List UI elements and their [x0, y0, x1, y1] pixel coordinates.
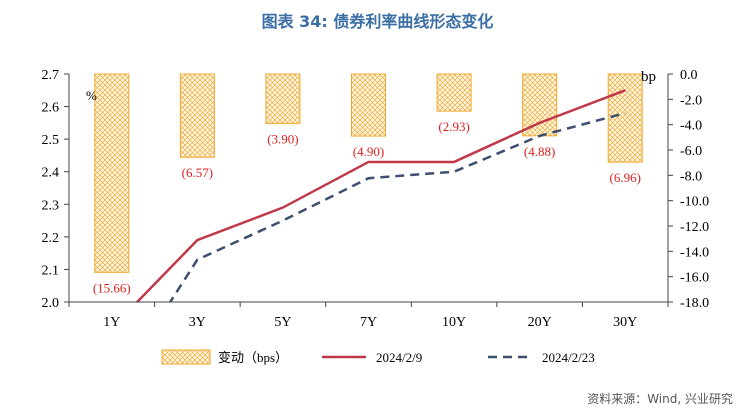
x-tick-label: 30Y	[613, 315, 637, 330]
bar-label-1Y: (15.66)	[93, 280, 131, 295]
bar-label-5Y: (3.90)	[267, 131, 298, 146]
bar-label-30Y: (6.96)	[610, 170, 641, 185]
right-tick-label: -10.0	[680, 195, 709, 210]
series-line-1	[168, 111, 626, 302]
x-tick-label: 3Y	[189, 315, 206, 330]
left-axis-unit: %	[86, 88, 97, 103]
right-tick-label: 0.0	[680, 68, 698, 83]
left-tick-label: 2.4	[42, 166, 60, 181]
left-tick-label: 2.3	[42, 198, 60, 213]
right-tick-label: -14.0	[680, 245, 709, 260]
source-note: 资料来源：Wind, 兴业研究	[587, 392, 733, 406]
right-tick-label: -2.0	[680, 93, 702, 108]
bar-3Y	[179, 73, 215, 158]
bar-label-10Y: (2.93)	[438, 119, 469, 134]
right-tick-label: -8.0	[680, 169, 702, 184]
left-tick-label: 2.2	[42, 231, 60, 246]
left-tick-label: 2.0	[42, 296, 60, 311]
right-tick-label: -16.0	[680, 271, 709, 286]
chart-title: 图表 34: 债券利率曲线形态变化	[261, 12, 494, 31]
left-tick-label: 2.5	[42, 133, 60, 148]
right-tick-label: -18.0	[680, 296, 709, 311]
bar-label-3Y: (6.57)	[182, 165, 213, 180]
series-line-0	[135, 89, 626, 302]
legend-bar-swatch	[161, 349, 211, 365]
x-tick-label: 1Y	[103, 315, 120, 330]
legend-label-1: 2024/2/23	[542, 350, 595, 365]
left-tick-label: 2.6	[42, 101, 60, 116]
bar-5Y	[265, 73, 301, 124]
left-tick-label: 2.1	[42, 263, 60, 278]
x-tick-label: 10Y	[442, 315, 466, 330]
bar-10Y	[436, 73, 472, 112]
bar-label-20Y: (4.88)	[524, 144, 555, 159]
bar-1Y	[94, 73, 130, 273]
right-axis-unit: bp	[641, 69, 656, 85]
legend-bar-label: 变动（bps）	[218, 350, 288, 365]
legend-label-0: 2024/2/9	[376, 350, 422, 365]
right-tick-label: -6.0	[680, 144, 702, 159]
bar-20Y	[522, 73, 558, 137]
right-tick-label: -12.0	[680, 220, 709, 235]
bar-7Y	[351, 73, 386, 137]
x-tick-label: 7Y	[360, 315, 377, 330]
right-tick-label: -4.0	[680, 119, 702, 134]
left-tick-label: 2.7	[42, 68, 60, 83]
bar-30Y	[607, 73, 643, 163]
x-tick-label: 20Y	[528, 315, 552, 330]
x-tick-label: 5Y	[274, 315, 291, 330]
bar-label-7Y: (4.90)	[353, 144, 384, 159]
